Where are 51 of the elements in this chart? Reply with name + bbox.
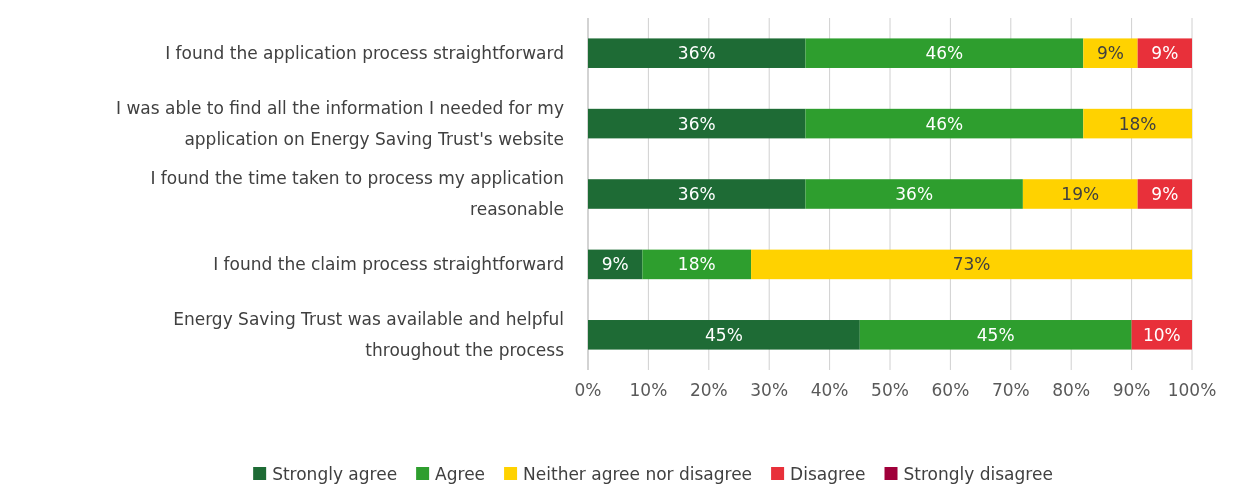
x-tick-label: 40%: [810, 380, 849, 400]
x-tick-label: 60%: [931, 380, 970, 400]
bar: [588, 38, 806, 68]
data-label: 9%: [1151, 183, 1179, 204]
y-tick-label: I found the claim process straightforward: [213, 254, 564, 275]
data-label: 18%: [1118, 113, 1157, 134]
data-label: 18%: [677, 254, 716, 275]
data-label: 36%: [677, 113, 716, 134]
y-tick-label: Energy Saving Trust was available and helpful throughout the process: [173, 309, 565, 361]
bar: [1083, 108, 1192, 139]
bar: [588, 179, 806, 209]
data-label: 36%: [895, 183, 934, 204]
bar: [859, 320, 1132, 350]
data-label: 19%: [1061, 183, 1100, 204]
legend-label: Strongly agree: [272, 463, 398, 484]
legend-label: Neither agree nor disagree: [523, 463, 753, 484]
x-tick-label: 10%: [629, 380, 668, 400]
data-label: 73%: [952, 254, 991, 275]
data-label: 46%: [925, 43, 964, 64]
x-tick-label: 80%: [1052, 380, 1091, 400]
data-label: 36%: [677, 183, 716, 204]
bar: [1022, 179, 1138, 209]
bar: [805, 108, 1084, 139]
data-label: 45%: [976, 324, 1015, 345]
bar: [642, 249, 752, 280]
bar: [751, 249, 1192, 280]
x-tick-label: 0%: [574, 380, 602, 400]
data-label: 46%: [925, 113, 964, 134]
data-label: 36%: [677, 43, 716, 64]
legend-label: Disagree: [790, 463, 866, 484]
legend-label: Agree: [435, 463, 486, 484]
x-tick-label: 70%: [991, 380, 1030, 400]
x-tick-label: 90%: [1112, 380, 1151, 400]
x-tick-label: 30%: [750, 380, 789, 400]
bar: [588, 108, 806, 139]
data-label: 9%: [601, 254, 629, 275]
bar: [588, 320, 860, 350]
data-label: 10%: [1142, 324, 1181, 345]
y-tick-label: I was able to find all the information I needed for my application on Energy Saving Trust's website: [116, 98, 564, 150]
x-tick-label: 100%: [1167, 380, 1217, 400]
data-label: 9%: [1096, 43, 1124, 64]
data-label: 45%: [705, 324, 743, 345]
x-tick-label: 20%: [689, 380, 728, 400]
bar: [1083, 38, 1138, 68]
y-tick-label: I found the application process straightforward: [165, 43, 564, 64]
data-label: 9%: [1151, 43, 1179, 64]
legend-label: Strongly disagree: [903, 463, 1053, 484]
x-tick-label: 50%: [871, 380, 909, 400]
bar: [805, 38, 1084, 68]
y-tick-label: I found the time taken to process my application reasonable: [150, 168, 564, 220]
bar: [805, 179, 1023, 209]
